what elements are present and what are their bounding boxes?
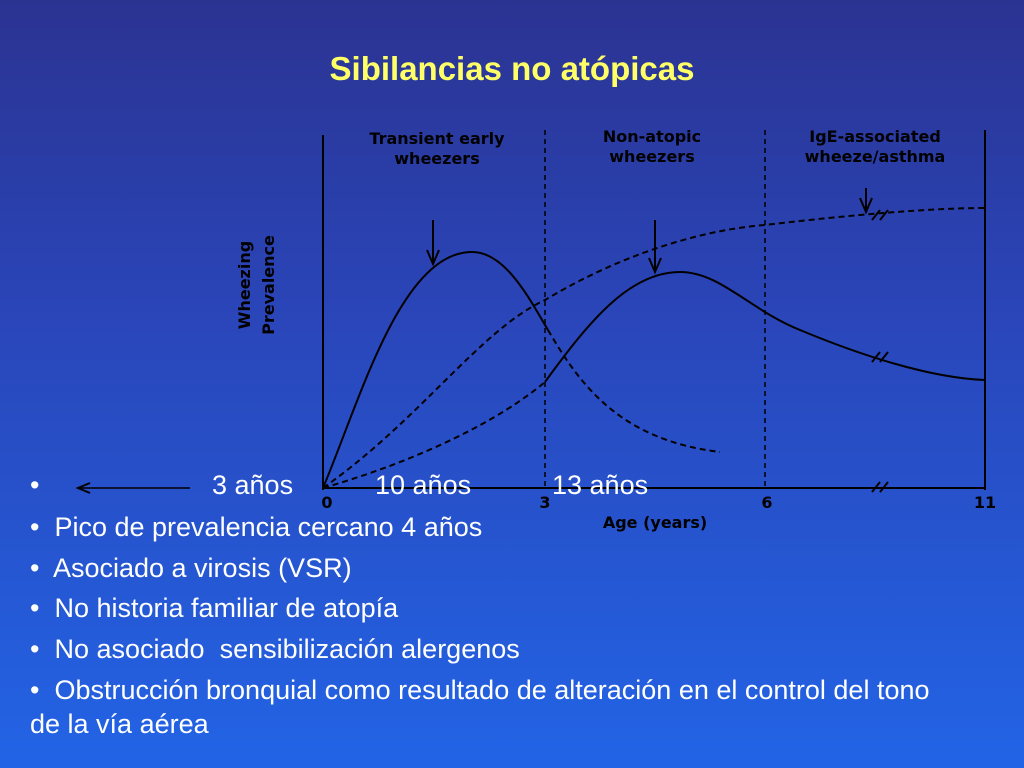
slide-title: Sibilancias no atópicas: [329, 50, 695, 87]
bullet: •: [30, 512, 55, 542]
bullet: •: [30, 553, 53, 583]
bullet: •: [30, 634, 55, 664]
region-label: wheezers: [394, 149, 479, 168]
x-label: Age (years): [603, 513, 707, 532]
age-label: 3 años: [212, 470, 294, 500]
bullet-text: Pico de prevalencia cercano 4 años: [54, 512, 483, 542]
ige-curve: [322, 207, 986, 489]
y-label: Wheezing: [235, 241, 254, 329]
x-tick-label: 0: [321, 493, 332, 512]
region-label: wheezers: [609, 147, 694, 166]
x-tick-label: 11: [974, 493, 996, 512]
break-mark: [871, 209, 889, 493]
bullet-item: • No asociado sensibilización alergenos: [30, 632, 960, 666]
age-label: 10 años: [375, 470, 472, 500]
bullet-item: • Asociado a virosis (VSR): [30, 551, 960, 585]
region-label: Transient early: [369, 129, 505, 148]
x-tick-label: 6: [761, 493, 772, 512]
bullet-text: Obstrucción bronquial como resultado de …: [30, 675, 938, 739]
region-label: IgE-associated: [809, 127, 941, 146]
bullet-text: No asociado sensibilización alergenos: [54, 634, 520, 664]
bullet: •: [30, 593, 55, 623]
region-label: Non-atopic: [603, 127, 701, 146]
bullet-text: Asociado a virosis (VSR): [52, 553, 352, 583]
age-label: 13 años: [552, 470, 649, 500]
region-label: wheeze/asthma: [805, 147, 946, 166]
transient-curve: [547, 329, 721, 453]
y-label: Prevalence: [259, 235, 278, 335]
bullet-item: • No historia familiar de atopía: [30, 591, 960, 625]
arrow-head: [426, 197, 873, 275]
bullet: •: [30, 470, 40, 500]
x-tick-label: 3: [539, 493, 550, 512]
bullet-item: • Pico de prevalencia cercano 4 años: [30, 510, 960, 544]
bullet-item: • Obstrucción bronquial como resultado d…: [30, 673, 960, 741]
nonatopic-curve: [322, 381, 546, 489]
transient-curve: [322, 250, 549, 489]
bullet: •: [30, 675, 55, 705]
arrow: [432, 188, 867, 270]
nonatopic-curve: [544, 270, 986, 383]
bullet-text: No historia familiar de atopía: [54, 593, 399, 623]
pointer-arrow-head: [75, 482, 91, 494]
